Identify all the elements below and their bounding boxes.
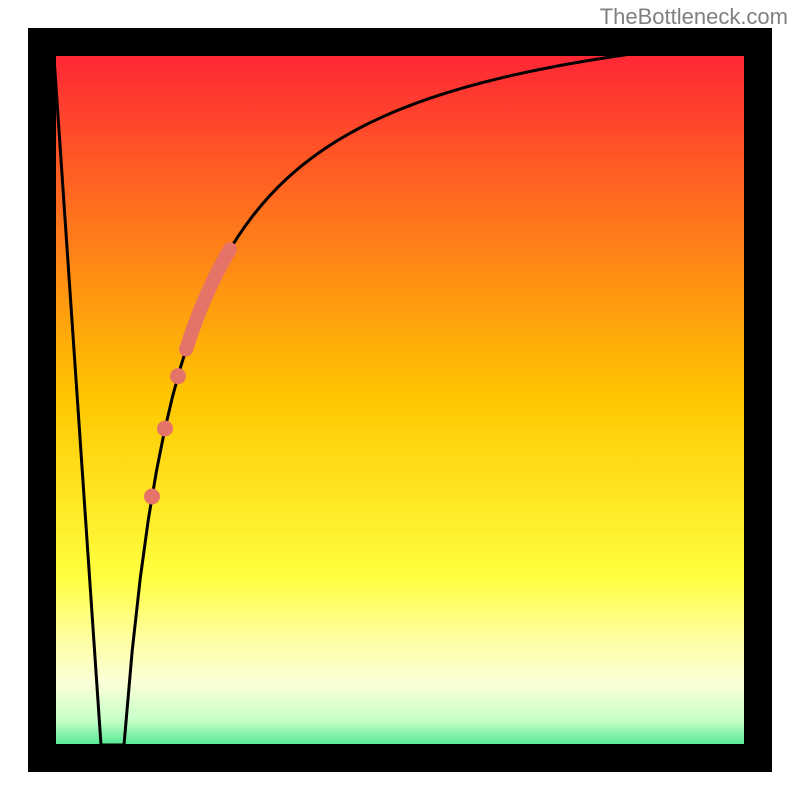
highlight-dot — [170, 368, 186, 384]
highlight-dot — [157, 420, 173, 436]
watermark-text: TheBottleneck.com — [600, 4, 788, 29]
plot-background — [28, 28, 772, 772]
chart-svg: TheBottleneck.com — [0, 0, 800, 800]
highlight-dot — [144, 489, 160, 505]
